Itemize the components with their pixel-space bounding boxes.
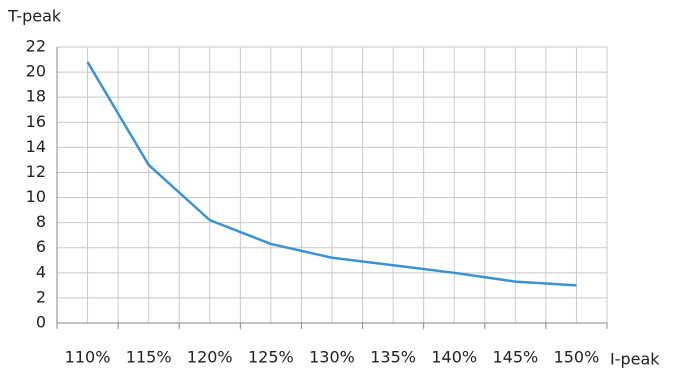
x-tick-label: 140%	[431, 348, 477, 367]
x-tick-label: 110%	[65, 348, 111, 367]
y-tick-label: 16	[26, 112, 46, 131]
y-tick-label: 18	[26, 87, 46, 106]
x-tick-label: 115%	[126, 348, 172, 367]
y-tick-label: 10	[26, 187, 46, 206]
x-tick-label: 120%	[187, 348, 233, 367]
line	[86, 61, 577, 287]
x-tick-label: 130%	[309, 348, 355, 367]
y-tick-label: 14	[26, 137, 46, 156]
x-tick-label: 150%	[554, 348, 600, 367]
x-tick-label: 145%	[492, 348, 538, 367]
y-tick-label: 12	[26, 162, 46, 181]
y-tick-label: 20	[26, 62, 46, 81]
y-tick-label: 22	[26, 37, 46, 56]
y-axis-label: T-peak	[7, 7, 62, 26]
y-tick-label: 2	[36, 287, 46, 306]
y-tick-label: 0	[36, 313, 46, 332]
x-tick-label: 135%	[370, 348, 416, 367]
y-tick-label: 4	[36, 262, 46, 281]
y-tick-label: 6	[36, 237, 46, 256]
x-axis-label: I-peak	[610, 350, 660, 369]
x-tick-label: 125%	[248, 348, 294, 367]
y-tick-label: 8	[36, 212, 46, 231]
